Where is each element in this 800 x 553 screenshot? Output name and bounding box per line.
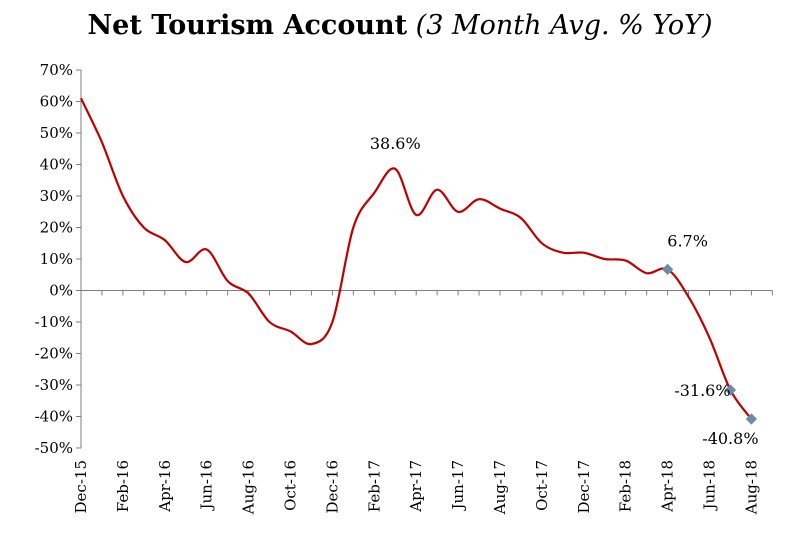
x-tick-label: Jun-18	[701, 460, 719, 512]
x-tick-label: Feb-18	[617, 460, 635, 512]
data-label: 6.7%	[667, 231, 708, 250]
x-tick-label: Dec-15	[72, 460, 90, 513]
chart-title: Net Tourism Account (3 Month Avg. % YoY)	[0, 10, 800, 41]
x-tick-label: Feb-17	[365, 460, 383, 512]
x-tick-label: Aug-16	[240, 460, 258, 515]
data-label: -40.8%	[702, 429, 758, 448]
x-tick-label: Oct-16	[282, 460, 300, 511]
data-point-marker	[745, 413, 758, 425]
x-tick-label: Apr-17	[407, 460, 425, 513]
data-label: -31.6%	[674, 381, 730, 400]
y-tick-label: -30%	[35, 376, 73, 394]
x-tick-label: Aug-17	[491, 460, 509, 515]
y-tick-label: -10%	[35, 313, 73, 331]
y-tick-label: 30%	[40, 187, 73, 205]
series-line-net-tourism	[80, 97, 753, 420]
y-tick-label: 0%	[49, 282, 73, 300]
data-point-marker	[724, 384, 737, 396]
x-tick-label: Jun-17	[449, 460, 467, 512]
x-tick-label: Dec-16	[323, 460, 341, 513]
x-tick-label: Apr-16	[156, 460, 174, 513]
chart-title-main: Net Tourism Account	[87, 10, 408, 41]
x-tick-label: Aug-18	[742, 460, 760, 515]
y-tick-label: 40%	[40, 156, 73, 174]
y-tick-label: -40%	[35, 408, 73, 426]
x-tick-label: Oct-17	[533, 460, 551, 511]
y-tick-label: 70%	[40, 61, 73, 79]
y-tick-label: -50%	[35, 439, 73, 457]
y-tick-label: 60%	[40, 93, 73, 111]
y-tick-label: -20%	[35, 345, 73, 363]
data-point-marker	[661, 263, 674, 276]
y-tick-label: 50%	[40, 124, 73, 142]
x-tick-label: Jun-16	[198, 460, 216, 512]
y-tick-label: 10%	[40, 250, 73, 268]
data-label: 38.6%	[370, 134, 421, 153]
y-tick-label: 20%	[40, 219, 73, 237]
x-tick-label: Dec-17	[575, 460, 593, 513]
chart-subtitle: (3 Month Avg. % YoY)	[415, 10, 713, 41]
x-tick-label: Apr-18	[659, 460, 677, 513]
x-tick-label: Feb-16	[114, 460, 132, 512]
